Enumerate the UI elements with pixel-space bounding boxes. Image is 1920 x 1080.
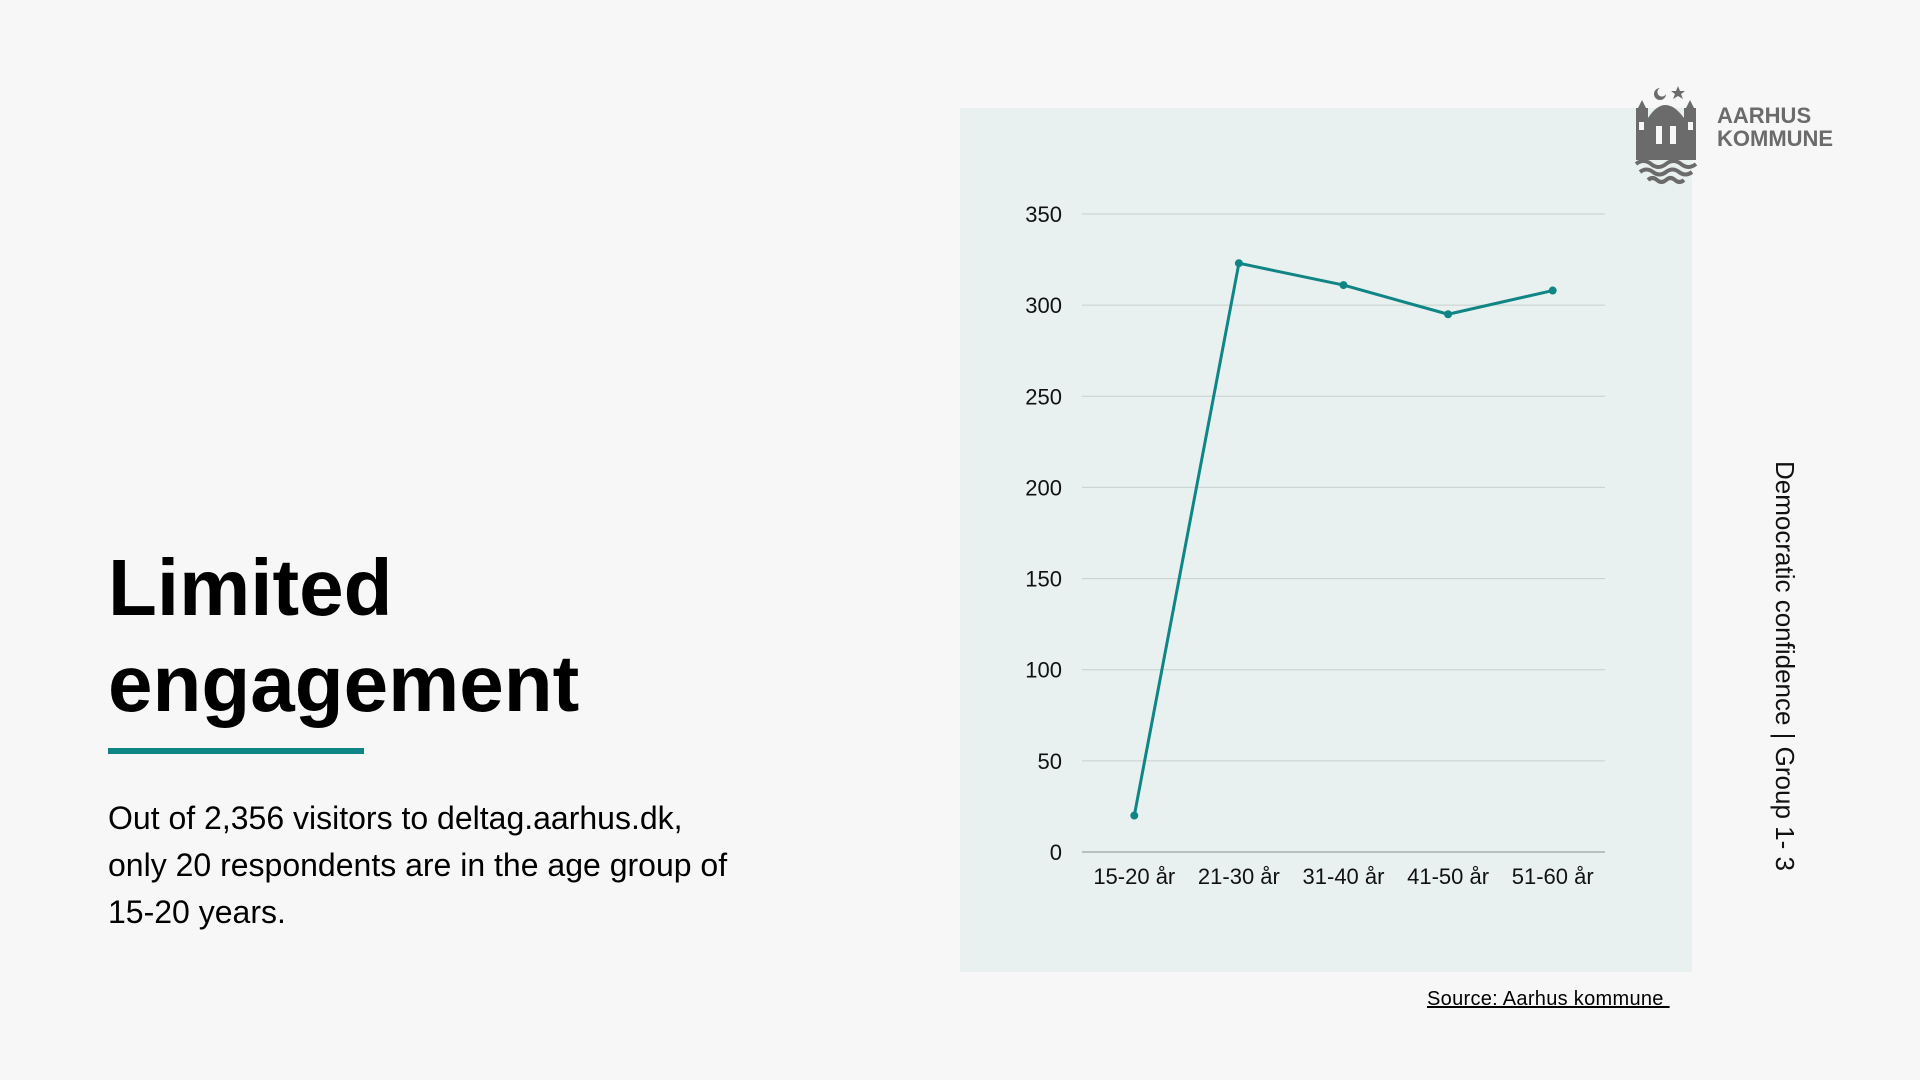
title-underline bbox=[108, 748, 364, 754]
y-tick-label: 50 bbox=[1038, 749, 1062, 774]
series-line bbox=[1132, 261, 1554, 816]
body-text: Out of 2,356 visitors to deltag.aarhus.d… bbox=[108, 800, 728, 930]
title-line-2: engagement bbox=[108, 639, 580, 728]
logo-line-2: KOMMUNE bbox=[1717, 126, 1834, 151]
data-point bbox=[1444, 310, 1453, 319]
data-point bbox=[1234, 259, 1243, 268]
y-tick-label: 0 bbox=[1050, 840, 1062, 865]
x-tick-label: 51-60 år bbox=[1512, 864, 1594, 889]
page-title: Limited engagement bbox=[108, 540, 728, 732]
logo-line-1: AARHUS bbox=[1717, 103, 1812, 128]
y-tick-label: 250 bbox=[1025, 384, 1062, 409]
y-tick-label: 100 bbox=[1025, 658, 1062, 683]
x-tick-label: 21-30 år bbox=[1198, 864, 1280, 889]
source-link[interactable]: Source: Aarhus kommune bbox=[1427, 988, 1670, 1010]
data-point bbox=[1548, 286, 1557, 295]
data-point bbox=[1339, 281, 1348, 290]
aarhus-coat-of-arms-icon bbox=[1634, 86, 1698, 184]
line-chart: 0 50 100 150 200 250 300 350 15-20 år 21-30 år 31… bbox=[1025, 202, 1605, 889]
data-point bbox=[1130, 811, 1139, 820]
y-tick-label: 200 bbox=[1025, 475, 1062, 500]
y-tick-label: 300 bbox=[1025, 293, 1062, 318]
x-tick-label: 41-50 år bbox=[1407, 864, 1489, 889]
x-tick-label: 15-20 år bbox=[1093, 864, 1175, 889]
logo-wordmark: AARHUS KOMMUNE bbox=[1717, 104, 1833, 150]
y-tick-label: 350 bbox=[1025, 202, 1062, 227]
x-tick-label: 31-40 år bbox=[1303, 864, 1385, 889]
side-label: Democratic confidence | Group 1- 3 bbox=[1770, 461, 1800, 871]
y-tick-label: 150 bbox=[1025, 567, 1062, 592]
chart-panel: 0 50 100 150 200 250 300 350 15-20 år 21-30 år 31… bbox=[960, 108, 1692, 972]
title-line-1: Limited bbox=[108, 543, 393, 632]
